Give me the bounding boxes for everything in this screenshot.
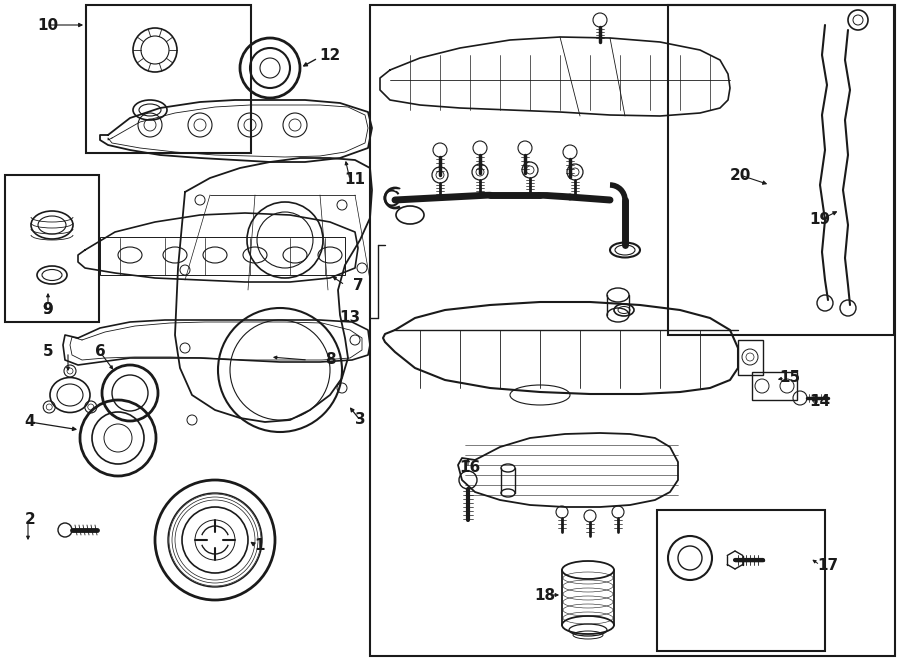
Bar bbox=[738, 340, 763, 375]
Text: 8: 8 bbox=[325, 352, 336, 368]
Text: 4: 4 bbox=[24, 414, 35, 430]
Text: 6: 6 bbox=[94, 344, 105, 360]
Text: 9: 9 bbox=[42, 303, 53, 317]
Text: 10: 10 bbox=[38, 17, 58, 32]
Bar bbox=[370, 5, 895, 656]
Text: 19: 19 bbox=[809, 212, 831, 227]
Text: 17: 17 bbox=[817, 557, 839, 572]
Text: 5: 5 bbox=[42, 344, 53, 360]
Text: 2: 2 bbox=[24, 512, 35, 527]
Text: 15: 15 bbox=[779, 371, 801, 385]
Text: 12: 12 bbox=[320, 48, 340, 63]
Bar bbox=[100, 237, 345, 275]
Text: 11: 11 bbox=[345, 173, 365, 188]
Text: 1: 1 bbox=[255, 537, 266, 553]
Bar bbox=[668, 5, 894, 335]
Bar bbox=[752, 372, 797, 400]
Text: 13: 13 bbox=[339, 311, 361, 325]
Bar bbox=[86, 5, 251, 153]
Text: 16: 16 bbox=[459, 461, 481, 475]
Text: 20: 20 bbox=[729, 167, 751, 182]
Bar bbox=[5, 175, 99, 322]
Text: 14: 14 bbox=[809, 395, 831, 410]
Text: 3: 3 bbox=[355, 412, 365, 428]
Text: 18: 18 bbox=[535, 588, 555, 602]
Text: 7: 7 bbox=[353, 278, 364, 293]
Bar bbox=[657, 510, 825, 651]
Text: 9: 9 bbox=[42, 303, 53, 317]
